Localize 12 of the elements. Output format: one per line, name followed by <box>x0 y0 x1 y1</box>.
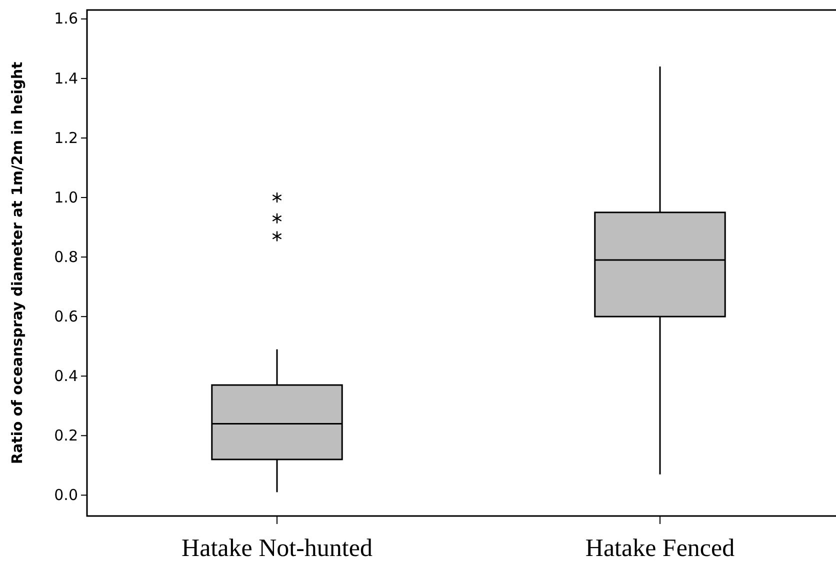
y-tick-label: 1.0 <box>54 188 78 206</box>
y-tick-label: 0.6 <box>54 307 78 326</box>
x-tick-label: Hatake Fenced <box>585 534 736 562</box>
y-tick-label: 0.2 <box>54 426 78 444</box>
x-tick-label: Hatake Not-hunted <box>182 534 373 562</box>
y-axis-title: Ratio of oceanspray diameter at 1m/2m in height <box>10 62 26 464</box>
y-tick-label: 0.8 <box>54 248 78 266</box>
y-tick-label: 0.0 <box>54 486 78 504</box>
y-tick-label: 0.4 <box>54 366 78 385</box>
y-tick-label: 1.4 <box>54 69 78 88</box>
y-tick-label: 1.6 <box>54 10 78 28</box>
y-tick-label: 1.2 <box>54 128 78 147</box>
